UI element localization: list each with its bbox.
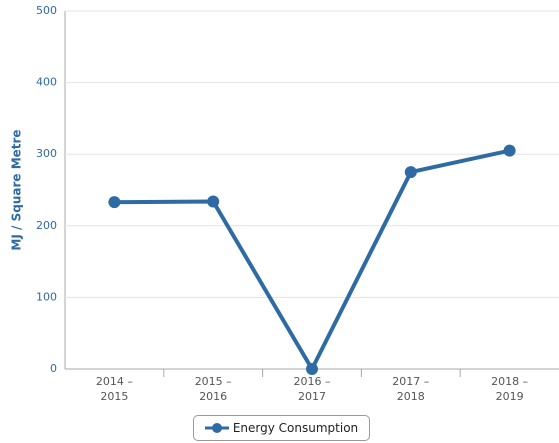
- x-tick-label: 2016 – 2017: [293, 375, 331, 403]
- legend[interactable]: Energy Consumption: [193, 415, 370, 441]
- point: [108, 196, 121, 209]
- legend-marker: [204, 423, 229, 433]
- series-line: [114, 148, 511, 371]
- y-tick-label: 300: [36, 147, 57, 160]
- x-tick-label: 2015 – 2016: [194, 375, 232, 403]
- point: [207, 195, 220, 208]
- point: [306, 363, 318, 375]
- y-tick-label: 100: [36, 290, 57, 303]
- x-tick-label: 2018 – 2019: [491, 375, 529, 403]
- y-tick-label: 0: [50, 362, 57, 375]
- y-axis-label: MJ / Square Metre: [10, 129, 24, 250]
- x-tick-label: 2014 – 2015: [95, 375, 133, 403]
- y-tick-label: 200: [36, 219, 57, 232]
- point: [404, 166, 417, 179]
- x-tick-label: 2017 – 2018: [392, 375, 430, 403]
- y-tick-label: 500: [36, 4, 57, 17]
- legend-label: Energy Consumption: [232, 421, 359, 435]
- point: [503, 144, 516, 157]
- y-tick-label: 400: [36, 76, 57, 89]
